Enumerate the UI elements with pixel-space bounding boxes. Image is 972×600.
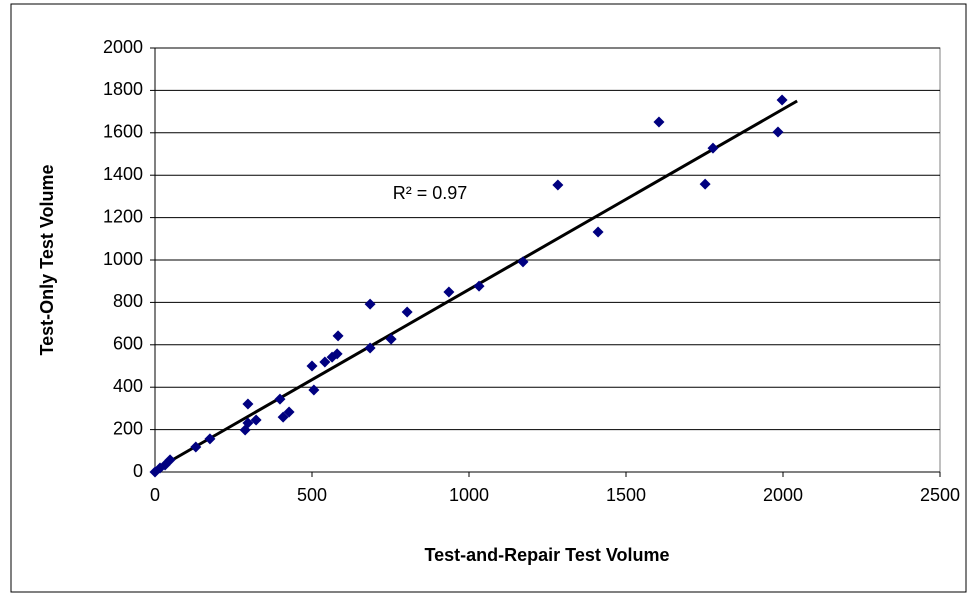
- y-axis-title: Test-Only Test Volume: [37, 164, 57, 355]
- point: [204, 433, 216, 445]
- y-tick-label: 1200: [103, 206, 143, 226]
- point: [242, 417, 254, 429]
- point: [443, 286, 455, 298]
- point: [277, 411, 289, 423]
- point: [385, 333, 397, 345]
- point: [332, 330, 344, 342]
- x-tick-label: 1500: [606, 485, 646, 505]
- x-tick-label: 2500: [920, 485, 960, 505]
- point: [707, 142, 719, 154]
- y-tick-label: 600: [113, 334, 143, 354]
- point: [283, 406, 295, 418]
- x-tick-label: 2000: [763, 485, 803, 505]
- y-tick-label: 1400: [103, 164, 143, 184]
- y-tick-label: 200: [113, 418, 143, 438]
- point: [592, 226, 604, 238]
- point: [308, 384, 320, 396]
- point: [331, 348, 343, 360]
- point: [401, 306, 413, 318]
- point: [653, 116, 665, 128]
- y-tick-label: 1800: [103, 79, 143, 99]
- y-tick-label: 400: [113, 376, 143, 396]
- point: [552, 179, 564, 191]
- point: [776, 94, 788, 106]
- point: [274, 393, 286, 405]
- point: [242, 398, 254, 410]
- annotation: R² = 0.97: [393, 183, 468, 203]
- point: [517, 256, 529, 268]
- point: [699, 178, 711, 190]
- point: [306, 360, 318, 372]
- x-axis-title: Test-and-Repair Test Volume: [424, 545, 669, 565]
- point: [473, 280, 485, 292]
- y-tick-label: 1000: [103, 249, 143, 269]
- point: [164, 454, 176, 466]
- point: [772, 126, 784, 138]
- point: [250, 414, 262, 426]
- point: [364, 298, 376, 310]
- point: [364, 342, 376, 354]
- x-tick-label: 500: [297, 485, 327, 505]
- y-tick-label: 800: [113, 291, 143, 311]
- y-tick-label: 2000: [103, 37, 143, 57]
- point: [190, 441, 202, 453]
- y-tick-label: 1600: [103, 122, 143, 142]
- chart-frame: [10, 3, 967, 593]
- y-tick-label: 0: [133, 461, 143, 481]
- x-tick-label: 0: [150, 485, 160, 505]
- point: [319, 356, 331, 368]
- x-tick-label: 1000: [449, 485, 489, 505]
